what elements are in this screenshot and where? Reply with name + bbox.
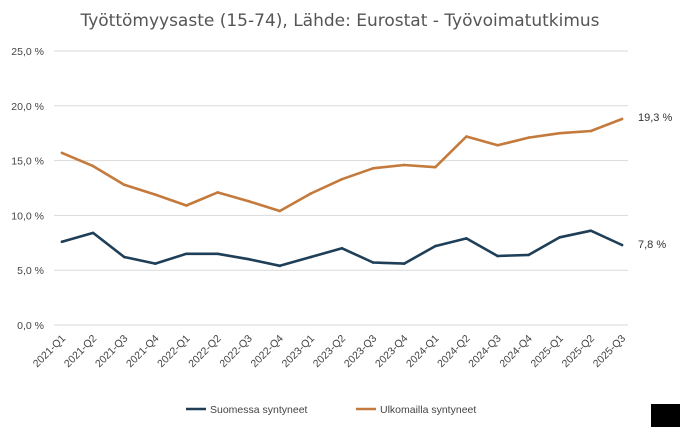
data-point [278,209,282,213]
x-tick-label: 2024-Q2 [435,333,472,370]
y-tick-label: 0,0 % [17,320,44,332]
x-tick-label: 2022-Q1 [155,333,192,370]
data-point [309,192,313,195]
y-tick-label: 20,0 % [11,101,44,113]
x-tick-label: 2025-Q3 [591,333,628,370]
series-lines [60,117,624,268]
data-point [91,164,95,168]
data-point [216,252,219,256]
legend-label: Suomessa syntyneet [210,404,308,416]
data-point [496,254,499,258]
x-tick-label: 2024-Q1 [404,333,441,370]
y-tick-label: 15,0 % [11,156,44,168]
data-point [434,244,437,248]
data-point [465,135,468,138]
data-point [527,253,530,257]
data-point [340,246,344,250]
x-axis-ticks: 2021-Q12021-Q22021-Q32021-Q42022-Q12022-… [31,333,628,370]
data-point [60,151,64,155]
x-tick-label: 2025-Q2 [560,333,597,370]
chart-title: Työttömyysaste (15-74), Lähde: Eurostat … [79,11,599,31]
x-tick-label: 2021-Q3 [93,333,130,370]
end-label: 19,3 % [638,112,672,124]
y-tick-label: 25,0 % [11,46,44,58]
x-tick-label: 2025-Q1 [529,333,566,370]
x-tick-label: 2021-Q4 [124,333,161,370]
data-point [620,117,624,121]
data-point [402,262,406,265]
data-point [589,129,593,133]
x-tick-label: 2023-Q1 [280,333,317,370]
gridlines [54,50,628,326]
y-tick-label: 5,0 % [17,265,44,277]
legend: Suomessa syntyneet Ulkomailla syntyneet [186,404,476,416]
legend-label: Ulkomailla syntyneet [380,404,476,416]
data-point [465,237,468,240]
x-tick-label: 2022-Q4 [249,333,286,370]
data-point [247,257,250,261]
data-point [185,204,188,207]
x-tick-label: 2021-Q1 [31,333,68,370]
x-tick-label: 2022-Q3 [217,333,254,370]
data-point [278,264,282,268]
y-tick-label: 10,0 % [11,210,44,222]
end-label: 7,8 % [638,239,666,251]
data-point [558,131,562,135]
data-point [434,165,437,169]
data-point [620,243,624,247]
data-point [247,199,250,203]
y-axis-ticks: 0,0 % 5,0 % 10,0 % 15,0 % 20,0 % 25,0 % [11,46,44,332]
data-point [154,193,157,196]
x-tick-label: 2021-Q2 [62,333,99,370]
x-tick-label: 2024-Q4 [497,333,534,370]
data-point [496,143,499,147]
data-point [402,163,406,167]
data-point [309,255,313,259]
x-tick-label: 2023-Q2 [311,333,348,370]
data-point [91,231,95,235]
data-point [185,252,188,256]
data-point [527,136,530,139]
x-tick-label: 2023-Q4 [373,333,410,370]
x-tick-label: 2022-Q2 [186,333,223,370]
data-point [558,236,562,239]
x-tick-label: 2024-Q3 [466,333,503,370]
data-point [122,255,126,259]
x-tick-label: 2023-Q3 [342,333,379,370]
data-point [371,166,375,170]
data-point [154,262,157,265]
series-line-2 [60,117,624,213]
end-labels: 7,8 % 19,3 % [638,112,672,251]
data-point [122,183,126,187]
data-point [60,240,64,244]
black-box [651,404,680,427]
data-point [340,177,344,181]
data-point [371,261,375,264]
data-point [589,229,593,233]
data-point [216,191,219,194]
